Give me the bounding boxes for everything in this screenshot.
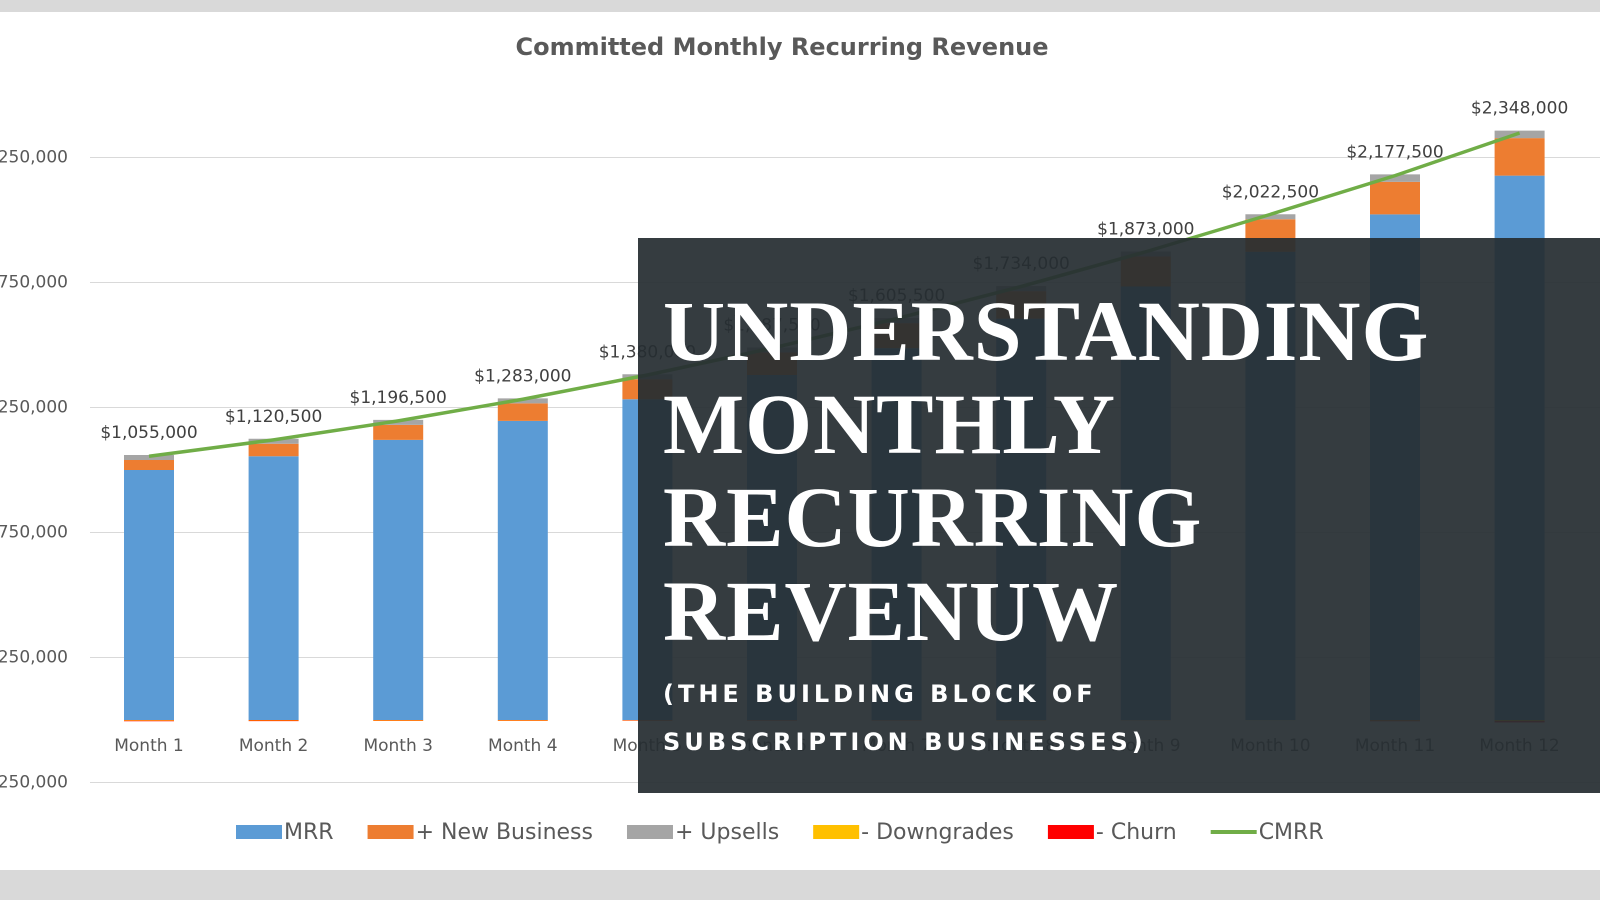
overlay-panel [638, 238, 1600, 793]
legend-label: + Upsells [675, 820, 779, 845]
data-label: $2,348,000 [1471, 99, 1568, 119]
data-label: $1,196,500 [350, 388, 447, 408]
bar-segment [1370, 181, 1420, 215]
bar-segment [1245, 214, 1296, 220]
bar-segment [497, 403, 548, 421]
bar-segment [124, 470, 174, 720]
overlay-subtitle: SUBSCRIPTION BUSINESSES) [663, 728, 1147, 756]
bar-segment [248, 720, 299, 722]
bar-segment [124, 720, 174, 721]
overlay-subtitle: (THE BUILDING BLOCK OF [663, 680, 1097, 708]
legend-swatch [813, 825, 860, 839]
data-label: $1,055,000 [100, 423, 197, 443]
overlay: UNDERSTANDING MONTHLY RECURRING REVENUW … [638, 238, 1600, 793]
legend-label: + New Business [416, 820, 593, 845]
legend-swatch [626, 825, 673, 839]
x-tick-label: Month 3 [363, 736, 433, 756]
legend-label: MRR [284, 820, 334, 845]
data-label: $2,022,500 [1222, 182, 1319, 202]
bar-segment [373, 720, 424, 721]
bar-segment [1370, 174, 1420, 182]
bar-segment [124, 460, 174, 470]
data-label: $2,177,500 [1346, 142, 1443, 162]
bar-segment [248, 720, 299, 721]
y-tick-label: $2,250,000 [0, 148, 68, 168]
x-tick-label: Month 2 [239, 736, 309, 756]
y-tick-label: $750,000 [0, 523, 68, 543]
frame-top [0, 0, 1600, 12]
y-tick-label: $250,000 [0, 648, 68, 668]
chart-title: Committed Monthly Recurring Revenue [515, 33, 1048, 61]
y-tick-label: $1,250,000 [0, 398, 68, 418]
frame-bottom [0, 870, 1600, 900]
bar-segment [497, 720, 548, 721]
bar-segment [248, 443, 299, 457]
x-tick-label: Month 4 [488, 736, 558, 756]
legend-label: CMRR [1259, 820, 1324, 845]
data-label: $1,873,000 [1097, 220, 1194, 240]
x-tick-label: Month 1 [114, 736, 184, 756]
legend-swatch [1047, 825, 1094, 839]
legend-label: - Downgrades [861, 820, 1014, 845]
bar-segment [248, 456, 299, 720]
overlay-title: MONTHLY [663, 376, 1116, 472]
legend-swatch [236, 825, 282, 839]
overlay-title: REVENUW [663, 563, 1119, 659]
data-label: $1,120,500 [225, 407, 322, 427]
overlay-title: UNDERSTANDING [663, 283, 1429, 379]
bar-segment [124, 455, 174, 460]
bar-segment [373, 424, 424, 440]
legend-swatch [367, 825, 414, 839]
bar-segment [373, 439, 424, 720]
y-tick-label: $1,750,000 [0, 273, 68, 293]
bar-segment [1494, 138, 1545, 176]
legend-label: - Churn [1096, 820, 1177, 845]
bar-segment [124, 720, 174, 722]
bar-segment [497, 420, 548, 720]
data-label: $1,283,000 [474, 366, 571, 386]
y-tick-label: -$250,000 [0, 773, 68, 793]
overlay-title: RECURRING [663, 469, 1202, 565]
